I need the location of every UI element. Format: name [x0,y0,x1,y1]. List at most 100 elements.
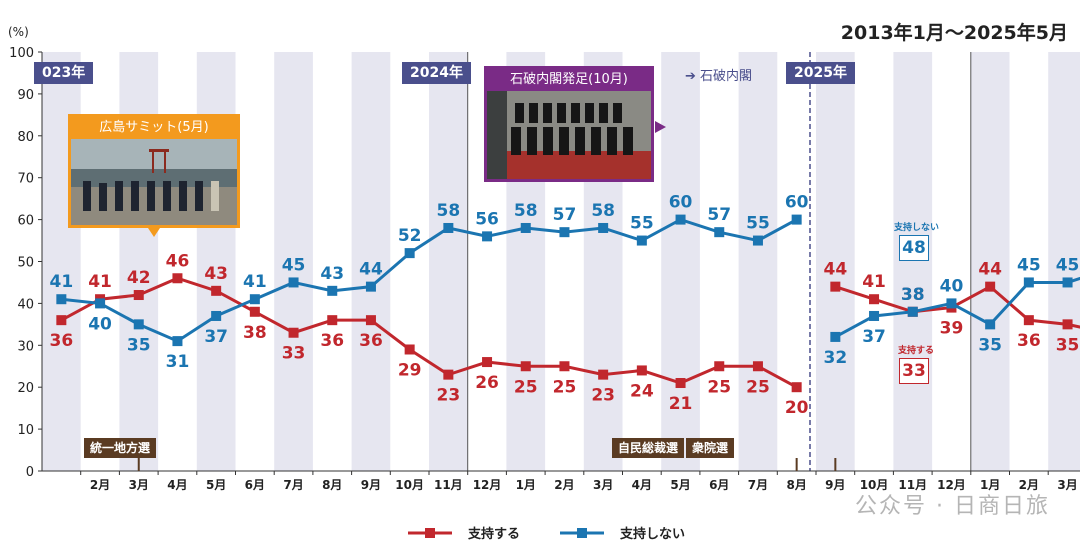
data-label: 41 [243,272,267,292]
data-point [1023,315,1034,326]
y-tick-label: 20 [17,381,34,396]
month-stripe [661,52,700,471]
data-point [404,344,415,355]
data-point [288,277,299,288]
hiroshima-summit-title: 広島サミット(5月) [71,117,237,139]
data-label: 55 [630,214,654,234]
data-label: 44 [359,260,383,280]
year-tag-2023: 023年 [34,62,94,84]
x-tick-label: 1月 [516,478,536,492]
data-label: 45 [1056,255,1080,275]
month-stripe [1048,52,1080,471]
data-label: 43 [320,264,344,284]
y-tick-label: 40 [17,297,34,312]
data-label: 37 [204,327,228,347]
data-label: 24 [630,381,654,401]
data-label: 25 [514,377,538,397]
data-point [482,231,493,242]
month-stripe [738,52,778,471]
data-label: 25 [707,377,731,397]
x-tick-label: 2月 [90,478,110,492]
data-label: 26 [475,373,499,393]
data-point [714,361,725,372]
x-tick-label: 12月 [473,478,502,492]
period-label: 2013年1月～2025年5月 [840,22,1068,44]
legend-label-support: 支持する [467,526,520,542]
data-label: 57 [553,205,577,225]
y-tick-label: 60 [17,214,34,229]
data-label: 44 [978,260,1002,280]
data-label: 35 [978,335,1002,355]
summit-photo-image [71,139,237,225]
data-point [365,281,376,292]
event-ldp-election: 自民総裁選 [612,438,685,458]
x-tick-label: 7月 [283,478,303,492]
data-point [327,315,338,326]
x-tick-label: 3月 [593,478,613,492]
legend-marker-notsupport [577,528,587,538]
month-stripe [970,52,1010,471]
data-point [56,294,67,305]
x-tick-label: 10月 [860,478,889,492]
data-label: 39 [940,319,964,339]
x-tick-label: 9月 [361,478,381,492]
x-tick-label: 12月 [937,478,966,492]
hiroshima-summit-photo: 広島サミット(5月) [68,114,240,228]
data-point [791,214,802,225]
data-label: 35 [127,335,151,355]
year-tag-2025: 2025年 [786,62,855,84]
data-point [752,361,763,372]
data-label: 40 [88,314,112,334]
watermark: 公众号 · 日商日旅 [855,494,1050,519]
y-tick-label: 50 [17,256,34,271]
data-label: 41 [88,272,112,292]
data-point [482,357,493,368]
data-point [327,285,338,296]
data-label: 56 [475,209,499,229]
data-point [288,327,299,338]
data-label: 40 [940,276,964,296]
data-point [985,319,996,330]
data-label: 21 [669,394,693,414]
data-point [1062,319,1073,330]
data-label: 32 [824,348,848,368]
data-point [95,298,106,309]
support-final-value: 33 [899,358,929,384]
data-point [56,315,67,326]
data-label: 52 [398,226,422,246]
data-label: 38 [243,323,267,343]
x-tick-label: 7月 [748,478,768,492]
month-stripe [816,52,855,471]
data-label: 41 [50,272,74,292]
data-label: 36 [50,331,74,351]
data-label: 42 [127,268,151,288]
y-tick-label: 70 [17,172,34,187]
x-tick-label: 6月 [245,478,265,492]
data-label: 57 [707,205,731,225]
data-point [520,361,531,372]
data-point [636,235,647,246]
data-label: 60 [669,193,693,213]
data-label: 45 [282,255,306,275]
data-label: 58 [437,201,461,221]
data-point [211,285,222,296]
data-point [830,281,841,292]
data-point [1023,277,1034,288]
data-label: 20 [785,398,809,418]
cabinet-pointer [655,121,666,133]
data-label: 41 [862,272,886,292]
data-label: 33 [282,344,306,364]
x-tick-label: 8月 [786,478,806,492]
data-point [172,336,183,347]
x-tick-label: 11月 [434,478,463,492]
x-tick-label: 11月 [898,478,927,492]
month-stripe [351,52,391,471]
data-point [404,248,415,259]
data-label: 36 [320,331,344,351]
data-label: 31 [166,352,190,372]
data-label: 23 [591,386,615,406]
data-point [365,315,376,326]
month-stripe [274,52,313,471]
x-tick-label: 2月 [1019,478,1039,492]
